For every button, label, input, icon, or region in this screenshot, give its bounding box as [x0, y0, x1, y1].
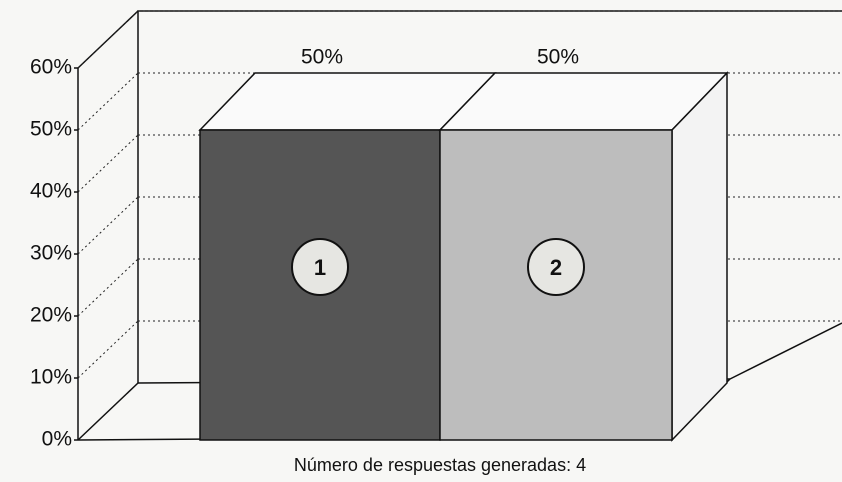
grid-line — [77, 196, 139, 255]
category-label: 2 — [550, 255, 562, 280]
category-badge — [291, 238, 349, 296]
y-tick-label: 20% — [30, 304, 72, 327]
y-tick-label: 40% — [30, 180, 72, 203]
bar-side — [671, 71, 728, 442]
category-badge — [527, 238, 585, 296]
y-tick-label: 10% — [30, 366, 72, 389]
right-wall-floor — [729, 322, 842, 380]
y-tick-label: 60% — [30, 56, 72, 79]
grid-line — [77, 134, 139, 193]
grid-line — [77, 320, 139, 379]
value-label: 50% — [537, 46, 579, 69]
floor-left — [77, 382, 139, 441]
y-tick-label: 30% — [30, 242, 72, 265]
grid-line — [77, 10, 139, 69]
category-label: 1 — [314, 255, 326, 280]
y-tick-label: 0% — [42, 428, 72, 451]
x-axis-label: Número de respuestas generadas: 4 — [294, 455, 586, 475]
y-tick-label: 50% — [30, 118, 72, 141]
value-label: 50% — [301, 46, 343, 69]
grid-line — [77, 72, 139, 131]
grid-line — [77, 258, 139, 317]
